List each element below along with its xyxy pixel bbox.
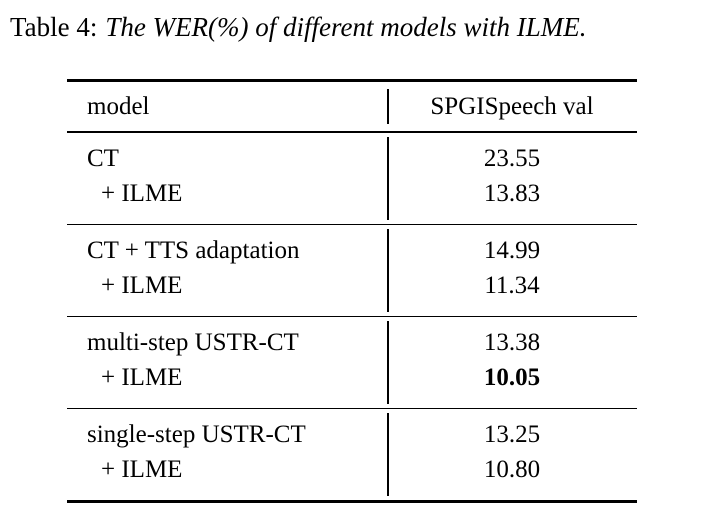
value-cell: 13.38 xyxy=(387,325,637,360)
model-label: + ILME xyxy=(101,456,183,483)
header-model-label: model xyxy=(87,92,150,120)
value-cell: 23.55 xyxy=(387,141,637,176)
model-label: + ILME xyxy=(101,272,183,299)
model-cell: CT xyxy=(67,141,387,176)
wer-value: 11.34 xyxy=(484,272,540,299)
table-section-ct: CT 23.55 + ILME 13.83 xyxy=(67,133,637,225)
value-cell: 10.80 xyxy=(387,452,637,487)
table-row: + ILME 13.83 xyxy=(67,176,637,211)
table-section-single-step: single-step USTR-CT 13.25 + ILME 10.80 xyxy=(67,409,637,500)
wer-value: 14.99 xyxy=(483,237,541,264)
wer-table: model SPGISpeech val CT 23.55 + ILME 13.… xyxy=(67,79,637,503)
model-label: CT xyxy=(87,145,119,172)
table-header-row: model SPGISpeech val xyxy=(67,82,637,133)
model-cell: + ILME xyxy=(67,452,387,487)
model-cell: + ILME xyxy=(67,360,387,395)
value-cell: 14.99 xyxy=(387,233,637,268)
model-label: CT + TTS adaptation xyxy=(87,237,300,264)
wer-value: 13.38 xyxy=(483,329,541,356)
table-caption-text: The WER(%) of different models with ILME… xyxy=(105,12,587,42)
wer-value: 10.80 xyxy=(483,456,541,483)
value-cell: 13.83 xyxy=(387,176,637,211)
model-label: single-step USTR-CT xyxy=(87,421,306,448)
table-row: + ILME 10.80 xyxy=(67,452,637,487)
header-cell-model: model xyxy=(67,93,387,121)
wer-value-best: 10.05 xyxy=(483,364,541,391)
model-cell: single-step USTR-CT xyxy=(67,417,387,452)
model-label: + ILME xyxy=(101,180,183,207)
model-cell: CT + TTS adaptation xyxy=(67,233,387,268)
wer-value: 13.25 xyxy=(483,421,541,448)
table-row: single-step USTR-CT 13.25 xyxy=(67,417,637,452)
table-row: CT 23.55 xyxy=(67,141,637,176)
table-row: multi-step USTR-CT 13.38 xyxy=(67,325,637,360)
wer-value: 13.83 xyxy=(483,180,541,207)
model-label: + ILME xyxy=(101,364,183,391)
table-row: + ILME 10.05 xyxy=(67,360,637,395)
table-section-ct-tts: CT + TTS adaptation 14.99 + ILME 11.34 xyxy=(67,225,637,317)
value-cell: 10.05 xyxy=(387,360,637,395)
header-value-label: SPGISpeech val xyxy=(430,92,594,120)
table-row: + ILME 11.34 xyxy=(67,268,637,303)
value-cell: 13.25 xyxy=(387,417,637,452)
model-cell: + ILME xyxy=(67,268,387,303)
wer-value: 23.55 xyxy=(483,145,541,172)
model-cell: multi-step USTR-CT xyxy=(67,325,387,360)
table-caption-label: Table 4: xyxy=(10,12,98,42)
value-cell: 11.34 xyxy=(387,268,637,303)
model-label: multi-step USTR-CT xyxy=(87,329,299,356)
header-cell-value: SPGISpeech val xyxy=(387,93,637,121)
table-caption: Table 4: The WER(%) of different models w… xyxy=(10,10,587,44)
table-section-multi-step: multi-step USTR-CT 13.38 + ILME 10.05 xyxy=(67,317,637,409)
model-cell: + ILME xyxy=(67,176,387,211)
table-row: CT + TTS adaptation 14.99 xyxy=(67,233,637,268)
